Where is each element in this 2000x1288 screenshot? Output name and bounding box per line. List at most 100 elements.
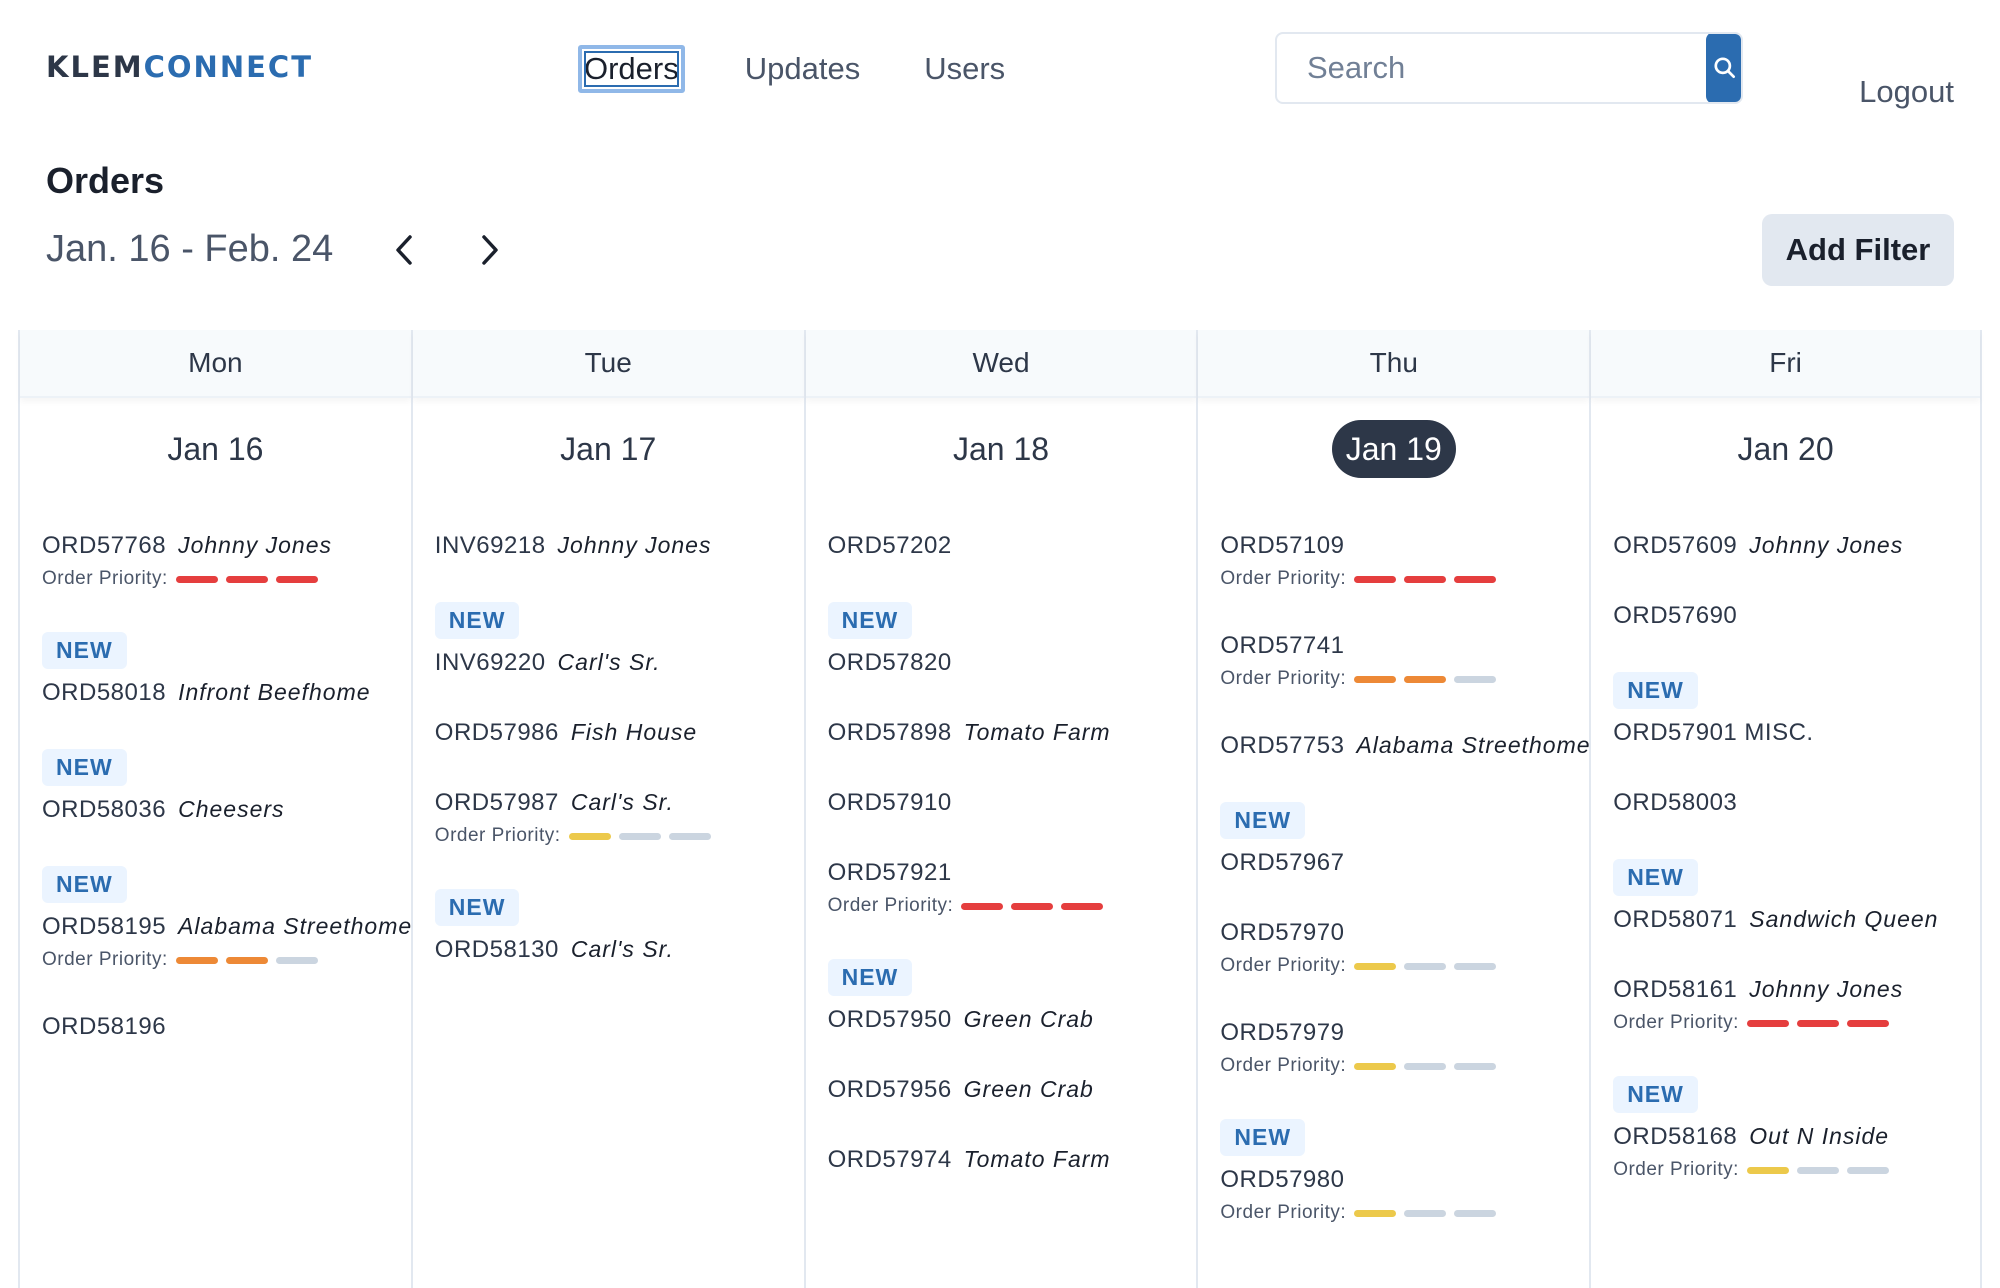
- order-id[interactable]: ORD57986: [434, 719, 559, 746]
- priority-label: Order Priority:: [42, 568, 168, 589]
- order-id[interactable]: ORD57970: [1220, 919, 1345, 946]
- order-line: ORD57921: [828, 859, 1197, 887]
- order-item[interactable]: ORD57768 Johnny Jones Order Priority:: [42, 532, 411, 590]
- order-id[interactable]: ORD57753: [1220, 732, 1345, 759]
- search-input[interactable]: [1277, 34, 1706, 102]
- order-item[interactable]: NEW ORD58195 Alabama Streethome Order Prior…: [42, 866, 411, 971]
- order-id[interactable]: ORD57967: [1220, 849, 1345, 876]
- order-item[interactable]: ORD57898 Tomato Farm: [828, 719, 1197, 747]
- order-id[interactable]: ORD58071: [1613, 906, 1738, 933]
- order-item[interactable]: ORD57970 Order Priority:: [1220, 919, 1589, 977]
- order-item[interactable]: ORD58003: [1613, 789, 1980, 817]
- date-range: Jan. 16 - Feb. 24: [46, 228, 334, 270]
- order-id[interactable]: ORD57950: [827, 1006, 952, 1033]
- order-id[interactable]: ORD57980: [1220, 1166, 1345, 1193]
- order-priority: Order Priority:: [42, 949, 411, 971]
- priority-bar: [568, 832, 611, 840]
- customer-name: Carl's Sr.: [557, 649, 661, 675]
- app-logo[interactable]: KLEMCONNECT: [46, 50, 313, 84]
- order-item[interactable]: NEW ORD57967: [1220, 802, 1589, 877]
- order-line: ORD57768 Johnny Jones: [42, 532, 411, 560]
- order-id[interactable]: INV69220: [434, 649, 546, 676]
- order-line: ORD58036 Cheesers: [42, 796, 411, 824]
- order-id[interactable]: ORD58018: [42, 679, 167, 706]
- order-item[interactable]: ORD57979 Order Priority:: [1220, 1019, 1589, 1077]
- order-item[interactable]: ORD57202: [828, 532, 1197, 560]
- order-id[interactable]: ORD58196: [42, 1013, 167, 1040]
- priority-label: Order Priority:: [1613, 1159, 1739, 1180]
- priority-bar: [225, 956, 268, 964]
- order-id[interactable]: ORD57609: [1613, 532, 1738, 559]
- order-item[interactable]: ORD58196: [42, 1013, 411, 1041]
- order-line: ORD57956 Green Crab: [828, 1076, 1197, 1104]
- order-item[interactable]: ORD57986 Fish House: [435, 719, 804, 747]
- order-priority: Order Priority:: [42, 568, 411, 590]
- order-id[interactable]: ORD57987: [434, 789, 559, 816]
- order-id[interactable]: ORD57979: [1220, 1019, 1345, 1046]
- order-id[interactable]: ORD57898: [827, 719, 952, 746]
- customer-name: Out N Inside: [1749, 1123, 1890, 1149]
- priority-bar: [1404, 1062, 1447, 1070]
- order-item[interactable]: NEW ORD57980 Order Priority:: [1220, 1119, 1589, 1224]
- order-id[interactable]: ORD58003: [1613, 789, 1738, 816]
- order-id[interactable]: ORD58168: [1613, 1123, 1738, 1150]
- order-id[interactable]: ORD57921: [827, 859, 952, 886]
- order-item[interactable]: NEW ORD57901 MISC.: [1613, 672, 1980, 747]
- order-id[interactable]: ORD57741: [1220, 632, 1345, 659]
- order-item[interactable]: NEW INV69220 Carl's Sr.: [434, 602, 804, 677]
- next-range-button[interactable]: [470, 228, 510, 272]
- new-badge: NEW: [1613, 672, 1698, 709]
- priority-bar: [1746, 1166, 1789, 1174]
- search-button[interactable]: [1706, 34, 1741, 102]
- order-id[interactable]: ORD57768: [42, 532, 167, 559]
- order-item[interactable]: NEW ORD57950 Green Crab: [827, 959, 1197, 1034]
- order-item[interactable]: ORD57741 Order Priority:: [1220, 632, 1589, 690]
- nav-orders[interactable]: Orders: [578, 45, 685, 93]
- order-id[interactable]: ORD58161: [1613, 976, 1738, 1003]
- order-id[interactable]: ORD57901 MISC.: [1613, 719, 1814, 746]
- order-id[interactable]: ORD58130: [434, 936, 559, 963]
- order-item[interactable]: ORD57974 Tomato Farm: [828, 1146, 1197, 1174]
- order-item[interactable]: INV69218 Johnny Jones: [435, 532, 804, 560]
- order-list: ORD57768 Johnny Jones Order Priority: NEW OR…: [42, 532, 411, 1083]
- order-id[interactable]: ORD57910: [827, 789, 952, 816]
- order-id[interactable]: ORD57820: [827, 649, 952, 676]
- weekday-header: Thu: [1198, 330, 1590, 398]
- order-item[interactable]: NEW ORD57820: [827, 602, 1197, 677]
- add-filter-button[interactable]: Add Filter: [1762, 214, 1954, 286]
- order-item[interactable]: ORD57921 Order Priority:: [828, 859, 1197, 917]
- order-id[interactable]: ORD57974: [827, 1146, 952, 1173]
- logout-link[interactable]: Logout: [1859, 74, 1954, 109]
- date-label: Jan 16: [167, 431, 264, 467]
- order-item[interactable]: ORD57109 Order Priority:: [1220, 532, 1589, 590]
- order-item[interactable]: NEW ORD58168 Out N Inside Order Priority:: [1613, 1076, 1980, 1181]
- order-item[interactable]: ORD57609 Johnny Jones: [1613, 532, 1980, 560]
- order-item[interactable]: ORD57753 Alabama Streethome: [1220, 732, 1589, 760]
- order-item[interactable]: NEW ORD58071 Sandwich Queen: [1613, 859, 1980, 934]
- priority-label: Order Priority:: [1220, 955, 1347, 976]
- order-item[interactable]: ORD57987 Carl's Sr. Order Priority:: [435, 789, 804, 847]
- order-item[interactable]: NEW ORD58130 Carl's Sr.: [434, 889, 804, 964]
- prev-range-button[interactable]: [384, 228, 424, 272]
- order-item[interactable]: ORD58161 Johnny Jones Order Priority:: [1613, 976, 1980, 1034]
- order-id[interactable]: ORD58036: [42, 796, 167, 823]
- day-column-fri: Fri Jan 20 ORD57609 Johnny Jones ORD57690 NEW…: [1589, 330, 1982, 1288]
- order-id[interactable]: ORD58195: [42, 913, 167, 940]
- order-id[interactable]: ORD57690: [1613, 602, 1738, 629]
- priority-bar: [225, 575, 268, 583]
- order-item[interactable]: ORD57910: [828, 789, 1197, 817]
- nav-users[interactable]: Users: [924, 51, 1006, 86]
- order-item[interactable]: ORD57690: [1613, 602, 1980, 630]
- order-id[interactable]: INV69218: [434, 532, 546, 559]
- logo-text-accent: CONNECT: [143, 50, 313, 84]
- order-line: ORD57901 MISC.: [1613, 719, 1980, 747]
- nav-updates[interactable]: Updates: [744, 51, 861, 86]
- search-icon: [1713, 57, 1735, 79]
- order-id[interactable]: ORD57109: [1220, 532, 1345, 559]
- order-item[interactable]: NEW ORD58036 Cheesers: [42, 749, 411, 824]
- order-id[interactable]: ORD57956: [827, 1076, 952, 1103]
- order-item[interactable]: ORD57956 Green Crab: [828, 1076, 1197, 1104]
- order-id[interactable]: ORD57202: [827, 532, 952, 559]
- order-item[interactable]: NEW ORD58018 Infront Beefhome: [42, 632, 411, 707]
- priority-bar: [1354, 962, 1397, 970]
